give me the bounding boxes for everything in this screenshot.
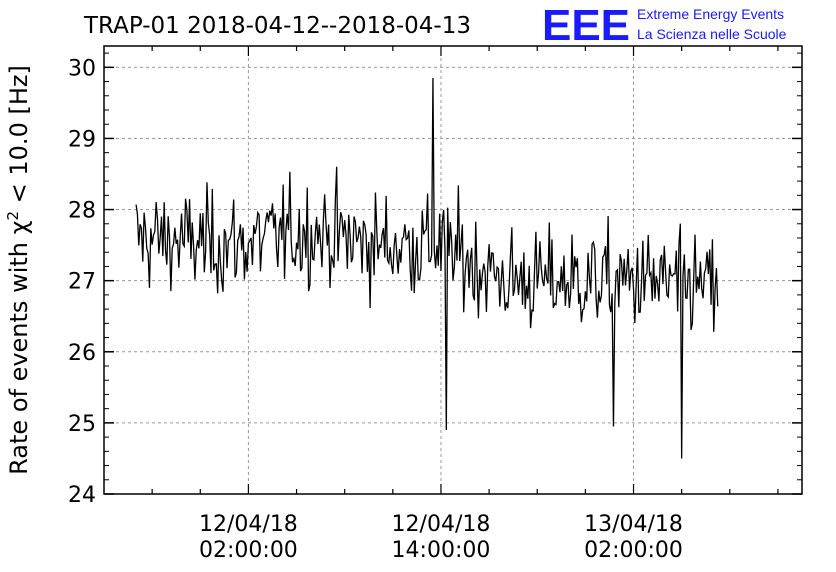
y-tick-label: 30 — [68, 56, 96, 81]
y-tick-label: 27 — [68, 270, 96, 295]
ylabel-chi: χ — [5, 220, 33, 234]
logo-line1: Extreme Energy Events — [637, 6, 784, 22]
logo-line2: La Scienza nelle Scuole — [637, 26, 787, 42]
ylabel-superscript: 2 — [4, 211, 22, 221]
series-line-rate — [135, 77, 719, 459]
x-tick-label-date: 12/04/18 — [392, 512, 491, 537]
chart-title: TRAP-01 2018-04-12--2018-04-13 — [83, 13, 471, 39]
y-tick-label: 26 — [68, 341, 96, 366]
y-axis-label: Rate of events with χ2 < 10.0 [Hz] — [4, 65, 33, 475]
ylabel-part-1: Rate of events with — [5, 234, 33, 474]
x-tick-label-date: 12/04/18 — [199, 512, 298, 537]
x-tick-label-time: 02:00:00 — [199, 538, 298, 563]
eee-logo: EEE Extreme Energy Events La Scienza nel… — [542, 1, 787, 50]
y-tick-labels: 24 25 26 27 28 29 30 — [68, 56, 96, 508]
x-tick-label-date: 13/04/18 — [584, 512, 683, 537]
x-tick-label-time: 02:00:00 — [584, 538, 683, 563]
axis-ticks — [104, 46, 802, 495]
x-tick-labels: 12/04/1802:00:0012/04/1814:00:0013/04/18… — [199, 512, 683, 563]
y-tick-label: 24 — [68, 483, 96, 508]
ylabel-part-3: < 10.0 [Hz] — [5, 65, 33, 211]
plot-frame — [103, 45, 803, 495]
x-tick-label-time: 14:00:00 — [392, 538, 491, 563]
series-group — [135, 77, 719, 459]
y-tick-label: 28 — [68, 199, 96, 224]
y-tick-label: 25 — [68, 412, 96, 437]
eee-logo-mark: EEE — [542, 1, 630, 50]
y-tick-label: 29 — [68, 127, 96, 152]
